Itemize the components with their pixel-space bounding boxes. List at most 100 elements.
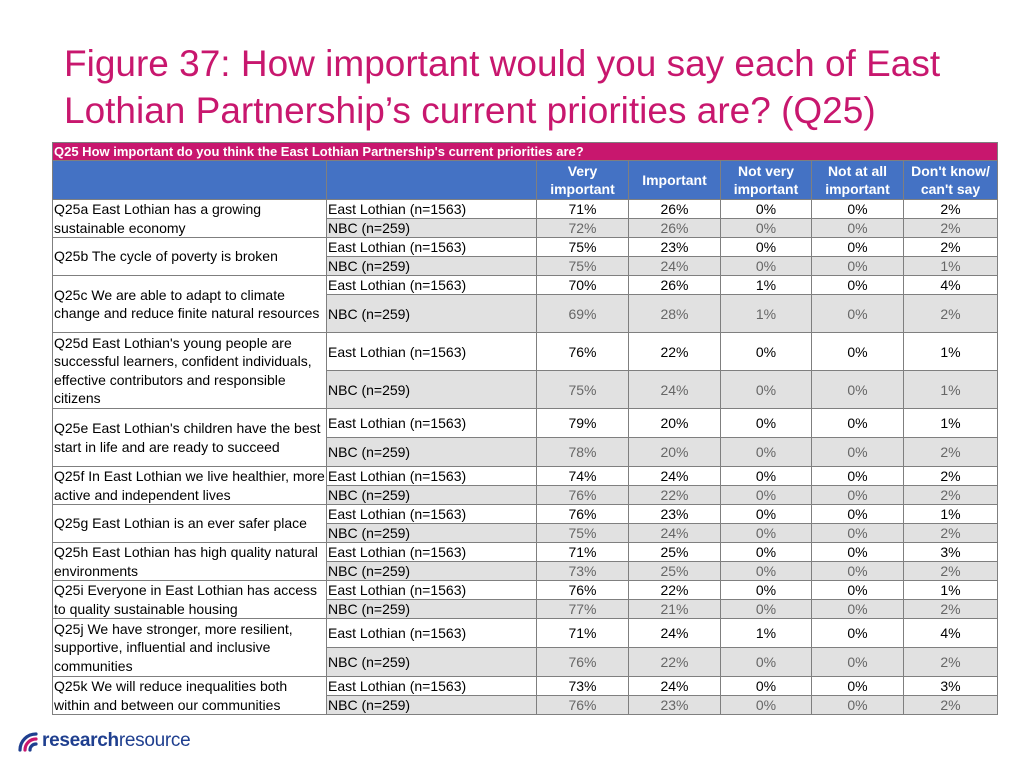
table-row: Q25i Everyone in East Lothian has access… — [52, 580, 999, 619]
value-cell-dont-know: 1% — [902, 370, 999, 409]
question-label: Q25a East Lothian has a growing sustaina… — [52, 199, 327, 238]
survey-table: Q25 How important do you think the East … — [51, 142, 999, 715]
header-not-very-important: Not very important — [720, 160, 812, 200]
group-label: NBC (n=259) — [326, 370, 537, 409]
value-cell-not-at-all-important: 0% — [811, 408, 904, 438]
value-cell-not-at-all-important: 0% — [811, 485, 904, 505]
question-label: Q25d East Lothian's young people are suc… — [52, 332, 327, 409]
value-cell-important: 22% — [628, 647, 721, 677]
value-cell-important: 23% — [628, 237, 721, 257]
logo-text: researchresource — [42, 730, 191, 752]
value-cell-not-very-important: 0% — [720, 542, 812, 562]
group-label: East Lothian (n=1563) — [326, 275, 537, 295]
value-cell-not-very-important: 1% — [720, 275, 812, 295]
group-label: East Lothian (n=1563) — [326, 580, 537, 600]
group-label: NBC (n=259) — [326, 561, 537, 581]
value-cell-dont-know: 2% — [902, 466, 999, 486]
value-cell-not-very-important: 0% — [720, 676, 812, 696]
value-cell-dont-know: 1% — [902, 580, 999, 600]
value-cell-important: 24% — [628, 370, 721, 409]
value-cell-not-very-important: 0% — [720, 256, 812, 276]
value-cell-not-at-all-important: 0% — [811, 618, 904, 648]
table-row: NBC (n=259) 72% 26% 0% 0% 2% — [53, 218, 999, 238]
table-row: NBC (n=259) 75% 24% 0% 0% 1% — [53, 370, 999, 409]
table-banner: Q25 How important do you think the East … — [51, 142, 999, 161]
value-cell-not-very-important: 0% — [720, 218, 812, 238]
question-label: Q25j We have stronger, more resilient, s… — [52, 618, 327, 677]
table-row: Q25k We will reduce inequalities both wi… — [52, 676, 999, 715]
table-row: Q25b The cycle of poverty is broken East … — [52, 237, 999, 276]
value-cell-not-at-all-important: 0% — [811, 370, 904, 409]
group-label: East Lothian (n=1563) — [326, 504, 537, 524]
value-cell-very-important: 76% — [536, 332, 629, 371]
question-label: Q25k We will reduce inequalities both wi… — [52, 676, 327, 715]
group-label: East Lothian (n=1563) — [326, 408, 537, 438]
value-cell-not-very-important: 0% — [720, 408, 812, 438]
group-label: NBC (n=259) — [326, 485, 537, 505]
value-cell-dont-know: 4% — [902, 618, 999, 648]
value-cell-not-at-all-important: 0% — [811, 294, 904, 333]
value-cell-not-at-all-important: 0% — [811, 504, 904, 524]
value-cell-not-very-important: 0% — [720, 370, 812, 409]
value-cell-very-important: 70% — [536, 275, 629, 295]
value-cell-dont-know: 2% — [902, 695, 999, 715]
group-label: NBC (n=259) — [326, 599, 537, 619]
value-cell-very-important: 76% — [536, 504, 629, 524]
value-cell-not-at-all-important: 0% — [811, 332, 904, 371]
table-row: NBC (n=259) 76% 23% 0% 0% 2% — [53, 695, 999, 715]
value-cell-important: 23% — [628, 504, 721, 524]
value-cell-dont-know: 2% — [902, 599, 999, 619]
table-row: Q25h East Lothian has high quality natur… — [52, 542, 999, 581]
group-label: NBC (n=259) — [326, 256, 537, 276]
value-cell-dont-know: 3% — [902, 676, 999, 696]
group-label: NBC (n=259) — [326, 523, 537, 543]
value-cell-dont-know: 2% — [902, 199, 999, 219]
value-cell-important: 26% — [628, 199, 721, 219]
group-label: NBC (n=259) — [326, 437, 537, 467]
logo-arc-icon — [18, 732, 38, 752]
value-cell-not-very-important: 0% — [720, 523, 812, 543]
value-cell-not-at-all-important: 0% — [811, 561, 904, 581]
value-cell-very-important: 76% — [536, 580, 629, 600]
value-cell-not-very-important: 1% — [720, 618, 812, 648]
value-cell-dont-know: 1% — [902, 408, 999, 438]
value-cell-important: 24% — [628, 523, 721, 543]
header-not-at-all-important: Not at all important — [811, 160, 904, 200]
value-cell-dont-know: 2% — [902, 561, 999, 581]
value-cell-not-very-important: 0% — [720, 199, 812, 219]
value-cell-dont-know: 4% — [902, 275, 999, 295]
value-cell-not-very-important: 0% — [720, 466, 812, 486]
value-cell-very-important: 69% — [536, 294, 629, 333]
group-label: East Lothian (n=1563) — [326, 237, 537, 257]
value-cell-very-important: 77% — [536, 599, 629, 619]
value-cell-very-important: 75% — [536, 237, 629, 257]
table-row: Q25f In East Lothian we live healthier, … — [52, 466, 999, 505]
value-cell-not-at-all-important: 0% — [811, 599, 904, 619]
value-cell-not-very-important: 0% — [720, 485, 812, 505]
value-cell-not-at-all-important: 0% — [811, 542, 904, 562]
value-cell-very-important: 73% — [536, 561, 629, 581]
question-label: Q25h East Lothian has high quality natur… — [52, 542, 327, 581]
value-cell-not-at-all-important: 0% — [811, 437, 904, 467]
value-cell-important: 25% — [628, 542, 721, 562]
header-blank-group — [326, 160, 537, 200]
value-cell-very-important: 76% — [536, 695, 629, 715]
value-cell-not-very-important: 0% — [720, 599, 812, 619]
value-cell-dont-know: 2% — [902, 485, 999, 505]
header-very-important: Very important — [536, 160, 629, 200]
value-cell-not-at-all-important: 0% — [811, 199, 904, 219]
table-row: NBC (n=259) 78% 20% 0% 0% 2% — [53, 437, 999, 467]
value-cell-dont-know: 2% — [902, 647, 999, 677]
value-cell-important: 24% — [628, 618, 721, 648]
value-cell-not-at-all-important: 0% — [811, 676, 904, 696]
value-cell-important: 26% — [628, 275, 721, 295]
table-body: Q25a East Lothian has a growing sustaina… — [52, 199, 999, 715]
header-dont-know: Don't know/ can't say — [902, 160, 999, 200]
header-blank-question — [52, 160, 327, 200]
value-cell-important: 22% — [628, 485, 721, 505]
value-cell-not-very-important: 0% — [720, 332, 812, 371]
logo-text-light: resource — [118, 730, 191, 751]
value-cell-dont-know: 2% — [902, 237, 999, 257]
value-cell-not-very-important: 0% — [720, 580, 812, 600]
value-cell-dont-know: 1% — [902, 256, 999, 276]
